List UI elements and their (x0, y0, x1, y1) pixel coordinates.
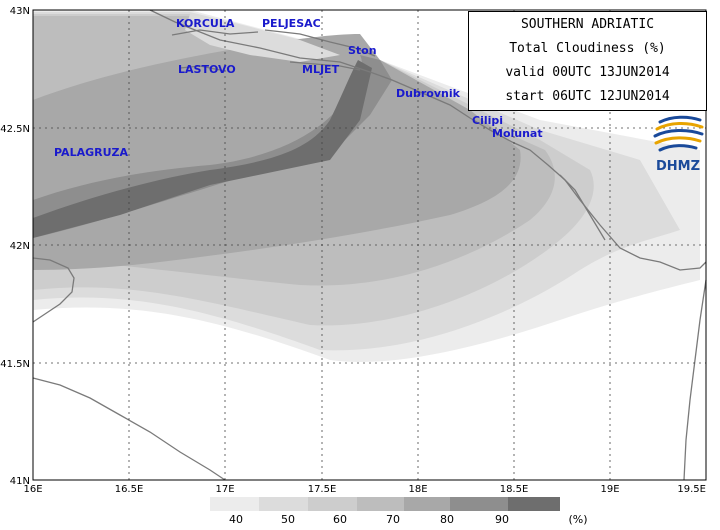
plot-frame (32, 9, 707, 481)
y-tick-label: 42N (10, 241, 30, 252)
y-tick-label: 42.5N (0, 124, 30, 135)
mljet-island (289, 61, 361, 71)
grid (33, 10, 706, 480)
albania-coast (683, 279, 707, 481)
place-peljesac: PELJESAC (262, 17, 321, 30)
coastline (32, 9, 707, 481)
colorbar-swatch (210, 497, 259, 511)
x-tick-label: 16E (23, 484, 42, 495)
x-tick-label: 17.5E (308, 484, 337, 495)
place-cilipi: Cilipi (472, 114, 503, 127)
y-tick-label: 43N (10, 6, 30, 17)
x-tick-label: 19E (600, 484, 619, 495)
y-axis: 43N 42.5N 42N 41.5N 41N (0, 6, 30, 487)
dhmz-logo-text: DHMZ (656, 159, 700, 174)
band-95 (33, 60, 372, 238)
title-line-region: SOUTHERN ADRIATIC (520, 17, 655, 32)
colorbar: 40 50 60 70 80 90 (%) (210, 497, 588, 526)
colorbar-label: 60 (333, 513, 347, 526)
x-tick-label: 16.5E (115, 484, 144, 495)
colorbar-swatch (404, 497, 450, 511)
colorbar-swatch (357, 497, 404, 511)
lastovo-island (179, 65, 221, 71)
colorbar-swatch (508, 497, 560, 511)
colorbar-swatch (308, 497, 357, 511)
colorbar-swatch (259, 497, 308, 511)
colorbar-label: 70 (386, 513, 400, 526)
x-axis: 16E 16.5E 17E 17.5E 18E 18.5E 19E 19.5E (23, 484, 706, 495)
title-line-variable: Total Cloudiness (%) (509, 41, 666, 56)
colorbar-swatch (450, 497, 508, 511)
y-tick-label: 41.5N (0, 359, 30, 370)
place-ston: Ston (348, 44, 377, 57)
y-tick-label: 41N (10, 476, 30, 487)
colorbar-label: 50 (281, 513, 295, 526)
title-line-valid: valid 00UTC 13JUN2014 (505, 65, 670, 80)
place-molunat: Molunat (492, 127, 543, 140)
colorbar-unit: (%) (568, 513, 587, 526)
place-labels: KORCULA PELJESAC Ston LASTOVO MLJET Dubr… (54, 17, 543, 159)
place-mljet: MLJET (302, 63, 340, 76)
dhmz-logo-icon (653, 115, 704, 152)
place-lastovo: LASTOVO (178, 63, 236, 76)
x-tick-label: 18.5E (500, 484, 529, 495)
x-tick-label: 19.5E (677, 484, 706, 495)
colorbar-label: 80 (440, 513, 454, 526)
cloud-bands (33, 10, 700, 362)
colorbar-label: 40 (229, 513, 243, 526)
colorbar-label: 90 (495, 513, 509, 526)
x-tick-label: 17E (215, 484, 234, 495)
x-tick-label: 18E (408, 484, 427, 495)
band-light-patch (185, 14, 340, 62)
title-line-start: start 06UTC 12JUN2014 (505, 89, 670, 104)
montenegro-coast (559, 174, 606, 241)
korcula-island (171, 29, 259, 36)
place-korcula: KORCULA (176, 17, 235, 30)
italy-southeast (32, 377, 226, 481)
croatia-coast (149, 9, 707, 271)
peljesac-shore (264, 29, 376, 57)
italy-coast (32, 257, 75, 323)
title-box: SOUTHERN ADRIATIC Total Cloudiness (%) v… (468, 11, 707, 111)
place-palagruza: PALAGRUZA (54, 146, 128, 159)
place-dubrovnik: Dubrovnik (396, 87, 461, 100)
dhmz-logo: DHMZ (653, 115, 704, 174)
